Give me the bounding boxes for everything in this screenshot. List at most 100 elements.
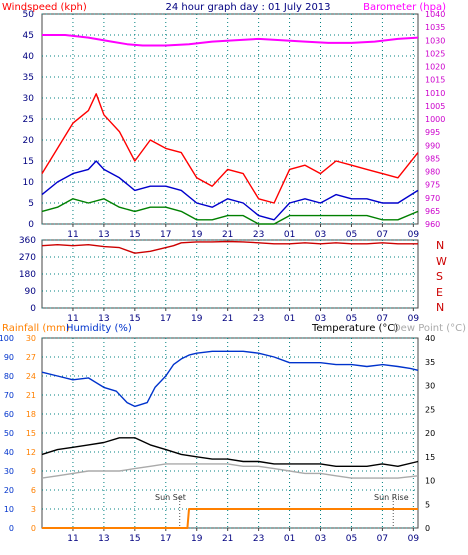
barometer-tick-label: 960	[425, 220, 440, 229]
windspeed-tick-label: 5	[28, 199, 34, 209]
rainfall-tick-label: 12	[26, 448, 36, 457]
windspeed-tick-label: 15	[23, 157, 34, 167]
rainfall-axis-label: Rainfall (mm)	[2, 323, 70, 334]
barometer-tick-label: 1010	[425, 89, 445, 98]
barometer-axis-label: Barometer (hpa)	[363, 2, 446, 13]
barometer-tick-label: 995	[425, 128, 440, 137]
barometer-tick-label: 980	[425, 168, 440, 177]
direction-xtick-label: 21	[222, 314, 233, 324]
barometer-tick-label: 1005	[425, 102, 445, 111]
barometer-tick-label: 1035	[425, 23, 445, 32]
graph-title: 24 hour graph day : 01 July 2013	[165, 2, 330, 13]
series-dew-point-line	[41, 463, 419, 479]
temperature-tick-label: 40	[425, 334, 435, 343]
sunset-label: Sun Set	[155, 493, 186, 502]
wind-xtick-label: 23	[253, 230, 264, 240]
humidity-tick-label: 70	[4, 391, 14, 400]
humidity-tick-label: 30	[4, 467, 14, 476]
rainfall-tick-label: 24	[26, 372, 36, 381]
compass-label-n-bottom: N	[436, 301, 444, 314]
temperature-tick-label: 15	[425, 453, 435, 462]
wind-xtick-label: 05	[346, 230, 357, 240]
barometer-tick-label: 1020	[425, 63, 445, 72]
rainfall-tick-label: 3	[31, 505, 36, 514]
direction-xtick-label: 07	[377, 314, 388, 324]
temperature-tick-label: 25	[425, 405, 435, 414]
humidity-axis-label: Humidity (%)	[66, 323, 132, 334]
barometer-tick-label: 970	[425, 194, 440, 203]
windspeed-tick-label: 50	[23, 10, 35, 20]
barometer-tick-label: 1030	[425, 36, 445, 45]
direction-xtick-label: 09	[408, 314, 420, 324]
direction-xtick-label: 03	[315, 314, 326, 324]
temperature-tick-label: 30	[425, 382, 435, 391]
compass-label-w: W	[436, 255, 447, 268]
direction-tick-label: 0	[30, 304, 36, 314]
windspeed-tick-label: 20	[23, 136, 35, 146]
series-temperature-line	[41, 437, 419, 467]
direction-xtick-label: 17	[160, 314, 171, 324]
windspeed-tick-label: 45	[23, 31, 34, 41]
direction-xtick-label: 11	[67, 314, 78, 324]
rainfall-tick-label: 9	[31, 467, 36, 476]
windspeed-tick-label: 10	[23, 178, 35, 188]
compass-label-e: E	[436, 286, 443, 299]
rainfall-tick-label: 15	[26, 429, 36, 438]
direction-tick-label: 90	[25, 287, 37, 297]
temp-xtick-label: 07	[377, 534, 388, 544]
humidity-tick-label: 20	[4, 486, 14, 495]
rainfall-tick-label: 30	[26, 334, 36, 343]
barometer-tick-label: 975	[425, 181, 440, 190]
direction-xtick-label: 13	[98, 314, 109, 324]
humidity-tick-label: 60	[4, 410, 14, 419]
windspeed-tick-label: 40	[23, 52, 35, 62]
temperature-tick-label: 20	[425, 429, 435, 438]
temp-xtick-label: 17	[160, 534, 171, 544]
direction-xtick-label: 23	[253, 314, 264, 324]
temp-xtick-label: 01	[284, 534, 295, 544]
wind-xtick-label: 11	[67, 230, 78, 240]
direction-tick-label: 360	[19, 236, 36, 246]
rainfall-tick-label: 0	[31, 524, 36, 533]
temp-xtick-label: 05	[346, 534, 357, 544]
compass-labels: N W S E N	[436, 239, 447, 314]
temp-xtick-label: 15	[129, 534, 140, 544]
compass-label-n-top: N	[436, 239, 444, 252]
windspeed-tick-label: 0	[28, 220, 34, 230]
humidity-tick-label: 0	[9, 524, 14, 533]
series-rainfall-line	[42, 508, 418, 529]
wind-xtick-label: 19	[191, 230, 203, 240]
barometer-tick-label: 965	[425, 207, 440, 216]
temp-xtick-label: 03	[315, 534, 326, 544]
wind-xtick-label: 21	[222, 230, 233, 240]
dewpoint-axis-label: Dew Point (°C)	[393, 323, 466, 334]
rainfall-tick-label: 6	[31, 486, 36, 495]
windspeed-axis-label: Windspeed (kph)	[2, 2, 87, 13]
humidity-tick-label: 80	[4, 372, 14, 381]
rainfall-tick-label: 27	[26, 353, 36, 362]
humidity-tick-label: 100	[0, 334, 14, 343]
series-minimum-line	[41, 198, 419, 225]
barometer-tick-label: 1000	[425, 115, 445, 124]
series-humidity-line	[41, 350, 419, 408]
temperature-axis-label: Temperature (°C)	[311, 323, 398, 334]
temp-xtick-label: 21	[222, 534, 233, 544]
wind-xtick-label: 13	[98, 230, 109, 240]
barometer-tick-label: 1025	[425, 49, 445, 58]
windspeed-tick-label: 30	[23, 94, 35, 104]
compass-label-s: S	[436, 270, 443, 283]
temperature-tick-label: 0	[425, 524, 430, 533]
temp-xtick-label: 23	[253, 534, 264, 544]
direction-tick-label: 270	[19, 253, 36, 263]
windspeed-tick-label: 35	[23, 73, 34, 83]
rainfall-tick-label: 18	[26, 410, 36, 419]
humidity-tick-label: 90	[4, 353, 14, 362]
temperature-tick-label: 5	[425, 500, 430, 509]
temp-xtick-label: 19	[191, 534, 203, 544]
wind-xtick-label: 09	[408, 230, 420, 240]
barometer-tick-label: 1040	[425, 10, 445, 19]
barometer-tick-label: 990	[425, 141, 440, 150]
direction-xtick-label: 19	[191, 314, 203, 324]
series-gust-line	[41, 93, 419, 204]
